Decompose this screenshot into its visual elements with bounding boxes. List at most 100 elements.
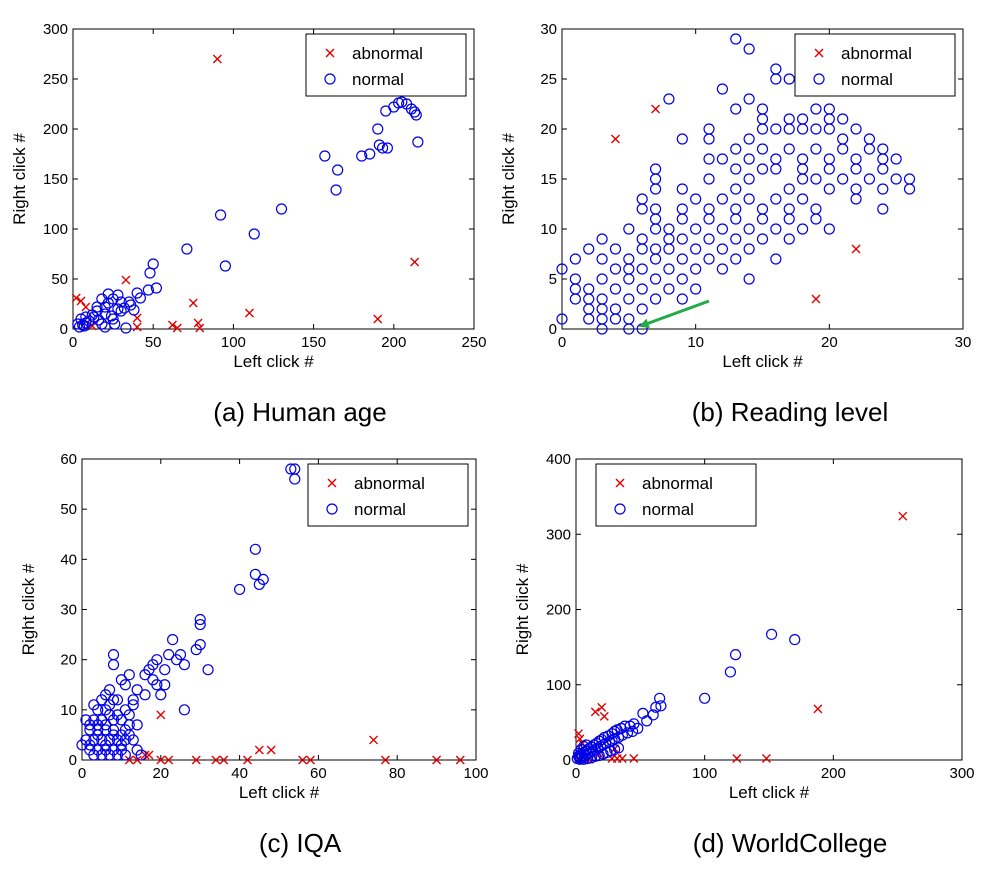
data-point-normal [80,311,92,323]
x-tick-label: 100 [221,334,246,351]
data-point-normal [556,313,568,325]
y-tick-label: 15 [540,171,557,188]
data-point-normal [578,740,590,753]
data-point-normal [131,719,143,731]
data-point-abnormal [380,755,390,765]
data-point-normal [810,103,822,115]
data-point-normal [796,223,809,235]
data-point-normal [837,143,849,155]
data-point-normal [92,729,104,741]
data-point-abnormal [211,755,221,765]
data-point-normal [330,184,342,196]
legend: abnormal normal [595,463,757,527]
data-point-normal [636,203,648,215]
y-tick-label: 10 [540,221,557,238]
data-point-normal [159,679,171,691]
data-point-normal [903,173,916,185]
data-point-normal [623,253,635,265]
legend-marker-normal [813,73,825,85]
data-point-normal [596,293,608,305]
data-point-normal [636,283,648,295]
data-point-normal [756,103,769,115]
data-point-normal [120,322,132,334]
data-point-normal [724,666,737,678]
data-point-normal [583,283,595,295]
data-point-normal [84,739,96,751]
data-point-normal [111,749,124,761]
data-point-normal [178,659,191,671]
data-point-normal [663,243,675,255]
legend-box [305,33,467,97]
x-tick-label: 50 [145,334,162,351]
data-point-abnormal [811,294,821,304]
x-tick-label: 100 [692,765,717,782]
x-tick-label: 10 [687,334,704,351]
data-point-normal [649,223,662,235]
data-point-normal [364,148,376,160]
data-point-normal [877,153,889,165]
data-point-normal [756,233,769,245]
data-point-abnormal [244,308,254,318]
legend-box [595,463,757,527]
data-point-normal [569,283,581,295]
data-point-normal [609,303,622,315]
data-point-normal [810,123,822,135]
y-tick-label: 5 [549,271,557,288]
data-point-normal [743,273,755,285]
data-point-normal [730,103,742,115]
data-point-normal [676,133,688,145]
legend: abnormal normal [305,33,467,97]
data-point-abnormal [124,755,134,765]
data-point-normal [581,752,594,765]
y-axis-label: Right click # [10,133,29,225]
y-tick-label: 60 [60,451,77,468]
y-tick-label: 30 [60,602,77,619]
data-point-normal [332,164,344,176]
data-point-normal [612,742,625,754]
y-axis-label: Right click # [513,563,532,655]
y-tick-label: 10 [60,702,77,719]
data-point-normal [756,143,769,155]
data-point-normal [569,273,581,285]
data-point-normal [676,293,688,305]
data-point-normal [636,303,648,315]
data-point-normal [174,649,187,661]
data-point-normal [716,153,729,165]
data-point-abnormal [455,755,465,765]
data-point-normal [190,644,202,656]
data-point-normal [616,729,628,741]
data-point-normal [623,223,635,235]
data-point-normal [412,136,424,148]
data-point-normal [580,739,592,751]
data-point-normal [84,724,96,736]
legend-marker-abnormal [325,48,335,58]
data-point-normal [107,649,120,661]
data-point-normal [663,263,675,275]
data-point-normal [127,699,139,711]
legend-box [794,33,956,97]
data-point-normal [743,173,755,185]
data-point-normal [690,283,702,295]
data-point-normal [837,133,849,145]
data-point-abnormal [156,710,166,720]
data-point-abnormal [813,704,823,714]
data-point-normal [636,233,648,245]
data-point-normal [823,113,835,125]
data-point-normal [649,253,662,265]
data-point-normal [111,694,124,706]
data-point-normal [636,263,648,275]
data-point-abnormal [167,320,177,330]
data-point-abnormal [193,318,203,328]
legend-marker-abnormal [814,48,824,58]
data-point-normal [730,233,742,245]
data-point-normal [131,287,143,299]
data-point-normal [623,323,635,335]
data-point-normal [676,273,688,285]
data-point-normal [703,153,715,165]
data-point-abnormal [242,755,252,765]
data-point-normal [796,113,809,125]
data-point-normal [730,253,742,265]
data-point-normal [373,139,385,151]
data-point-abnormal [140,750,150,760]
data-point-normal [783,113,795,125]
